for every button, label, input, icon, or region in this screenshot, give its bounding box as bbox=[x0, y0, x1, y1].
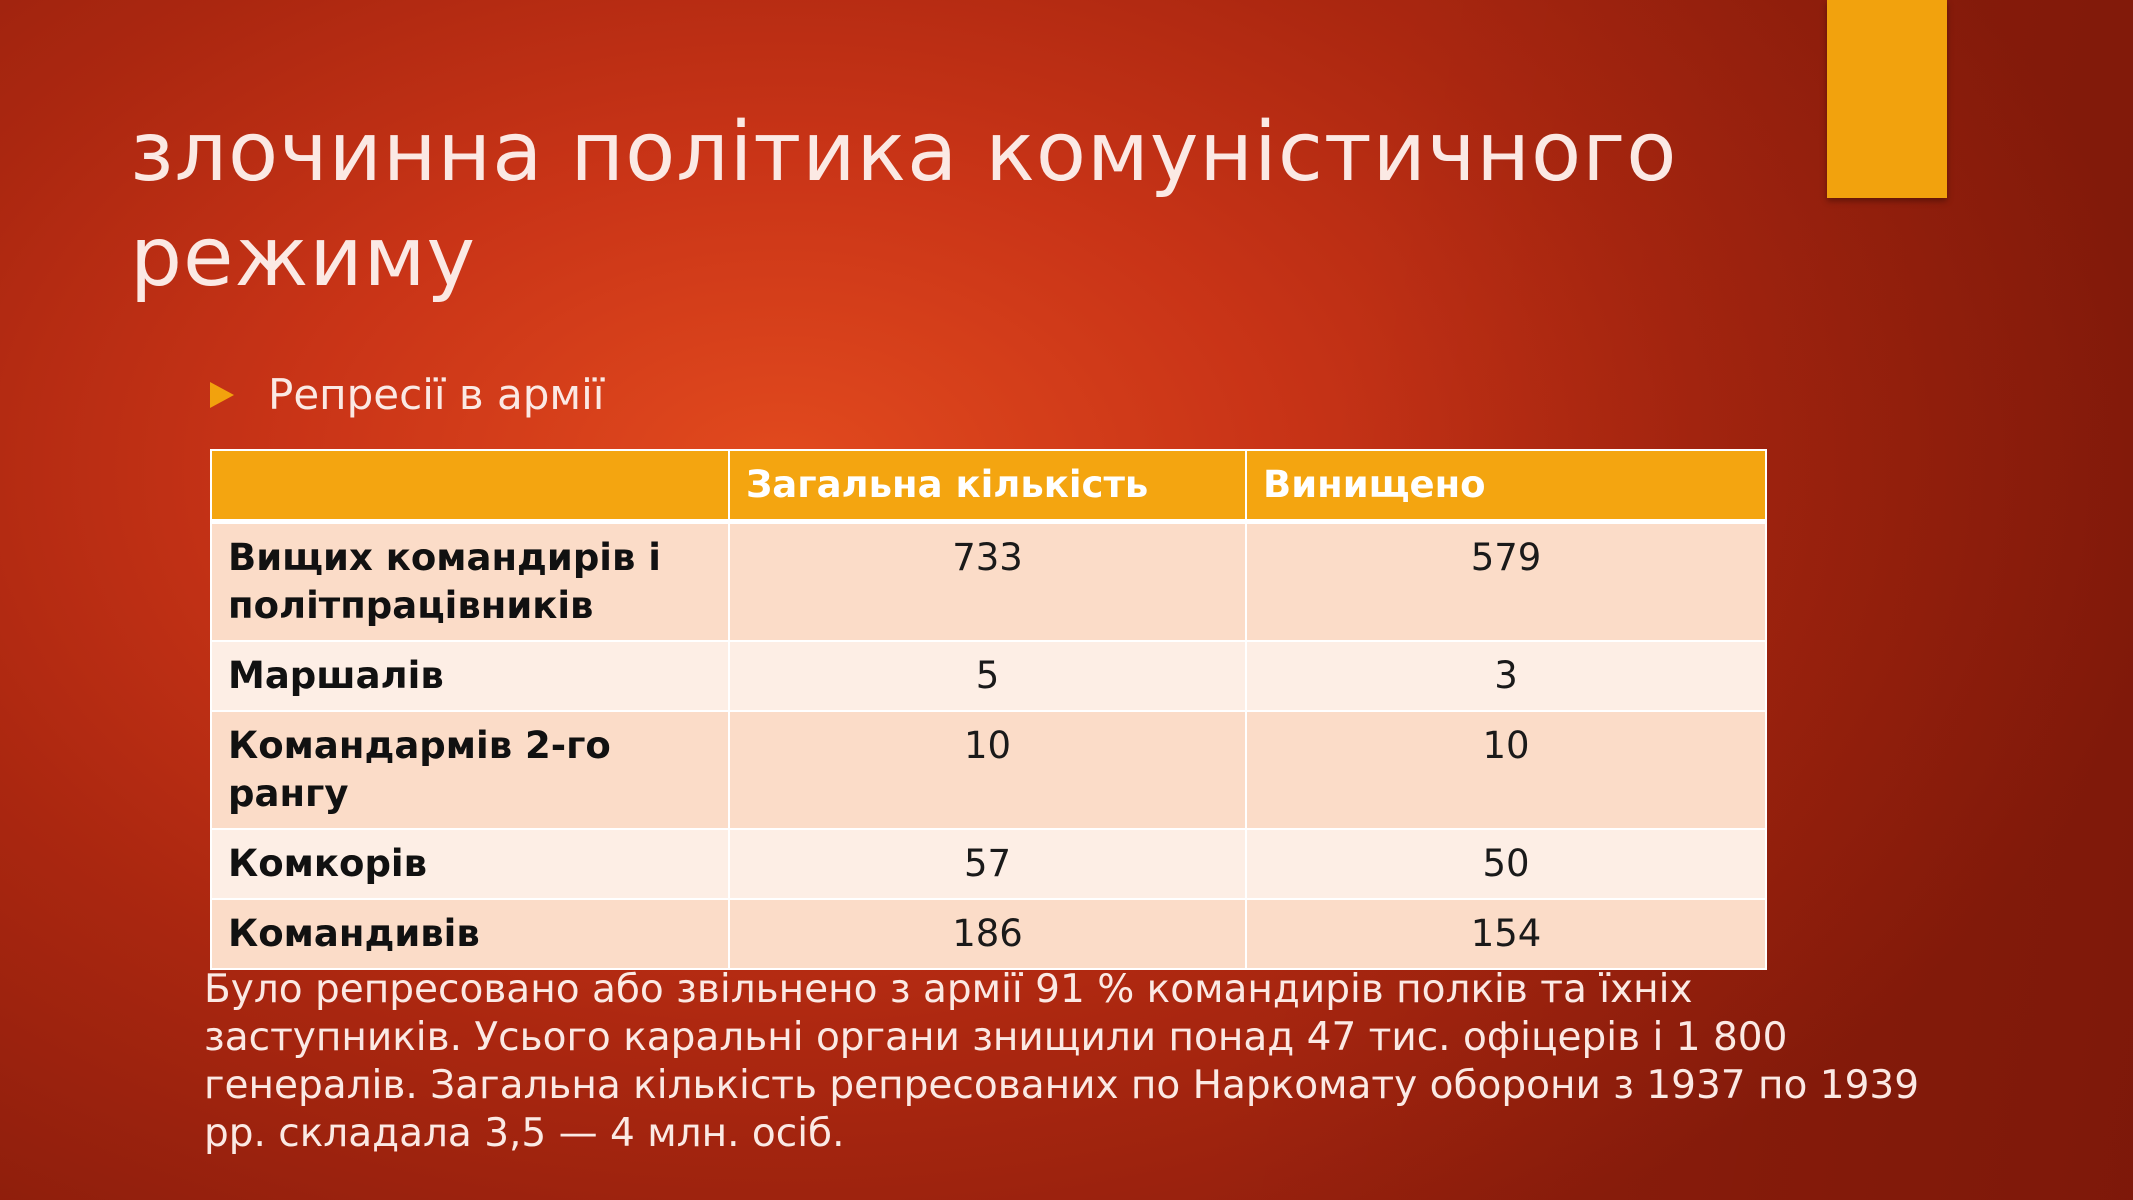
triangle-right-icon bbox=[210, 381, 234, 408]
destroyed-cell: 3 bbox=[1245, 640, 1767, 712]
footer-paragraph: Було репресовано або звільнено з армії 9… bbox=[204, 967, 1920, 1156]
total-cell: 733 bbox=[728, 520, 1247, 642]
table-row: Маршалів 5 3 bbox=[210, 640, 1767, 712]
slide-title: злочинна політика комуністичного режиму bbox=[130, 105, 1678, 305]
total-cell: 186 bbox=[728, 898, 1247, 970]
row-label: Комкорів bbox=[210, 828, 730, 900]
table-row: Комкорів 57 50 bbox=[210, 828, 1767, 900]
destroyed-cell: 50 bbox=[1245, 828, 1767, 900]
total-cell: 5 bbox=[728, 640, 1247, 712]
destroyed-cell: 579 bbox=[1245, 520, 1767, 642]
accent-bar bbox=[1827, 0, 1947, 198]
total-cell: 10 bbox=[728, 710, 1247, 830]
row-label: Маршалів bbox=[210, 640, 730, 712]
destroyed-cell: 154 bbox=[1245, 898, 1767, 970]
bullet-text: Репресії в армії bbox=[268, 370, 605, 419]
table-row: Командивів 186 154 bbox=[210, 898, 1767, 970]
repressions-table: Загальна кількість Винищено Вищих команд… bbox=[210, 449, 1767, 970]
destroyed-cell: 10 bbox=[1245, 710, 1767, 830]
row-label: Вищих командирів і політпрацівників bbox=[210, 520, 730, 642]
row-label: Командивів bbox=[210, 898, 730, 970]
table-row: Командармів 2-го рангу 10 10 bbox=[210, 710, 1767, 830]
bullet-item: Репресії в армії bbox=[210, 370, 604, 419]
row-label: Командармів 2-го рангу bbox=[210, 710, 730, 830]
table-header-row: Загальна кількість Винищено bbox=[210, 449, 1767, 524]
header-cell-total: Загальна кількість bbox=[728, 449, 1247, 524]
header-cell-destroyed: Винищено bbox=[1245, 449, 1767, 524]
total-cell: 57 bbox=[728, 828, 1247, 900]
table-row: Вищих командирів і політпрацівників 733 … bbox=[210, 520, 1767, 642]
header-cell-empty bbox=[210, 449, 730, 524]
